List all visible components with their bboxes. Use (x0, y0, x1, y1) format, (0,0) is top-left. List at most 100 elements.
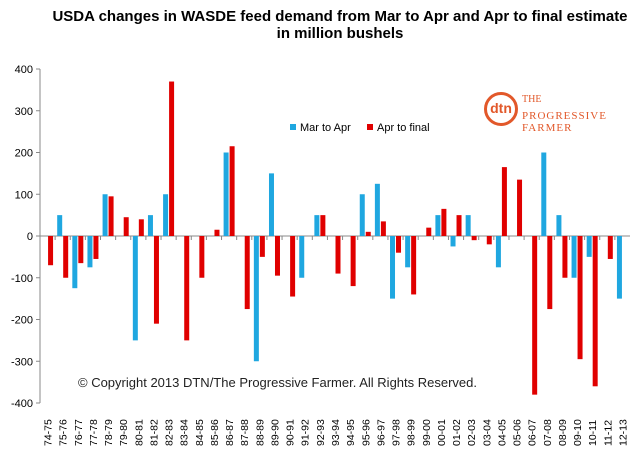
x-tick-label: 97-98 (391, 419, 403, 446)
bar-apr-to-final (63, 236, 69, 278)
x-tick-label: 96-97 (375, 419, 387, 446)
bar-mar-to-apr (390, 236, 396, 299)
x-tick-label: 94-95 (345, 419, 357, 446)
bar-mar-to-apr (556, 215, 562, 236)
bar-mar-to-apr (163, 194, 169, 236)
y-tick-label: 0 (27, 231, 33, 243)
x-tick-label: 09-10 (572, 419, 584, 446)
bar-apr-to-final (169, 81, 175, 237)
logo-text-farmer-word: FARMER (522, 122, 573, 134)
bar-apr-to-final (274, 236, 280, 276)
bar-apr-to-final (441, 208, 447, 236)
bar-mar-to-apr (450, 236, 456, 247)
x-tick-label: 74-75 (43, 419, 55, 446)
bar-mar-to-apr (223, 152, 229, 236)
chart-title: USDA changes in WASDE feed demand from M… (40, 8, 640, 42)
y-tick-label: 400 (15, 64, 33, 76)
bar-apr-to-final (184, 236, 190, 341)
copyright-notice: © Copyright 2013 DTN/The Progressive Far… (78, 375, 478, 390)
x-tick-label: 08-09 (557, 419, 569, 446)
bar-mar-to-apr (253, 236, 259, 362)
x-tick-label: 76-77 (73, 419, 85, 446)
bar-mar-to-apr (495, 236, 501, 268)
chart-title-line2: in million bushels (276, 25, 404, 42)
bar-apr-to-final (93, 236, 99, 259)
bar-mar-to-apr (299, 236, 305, 278)
x-tick-label: 85-86 (209, 419, 221, 446)
bar-apr-to-final (396, 236, 402, 253)
bar-mar-to-apr (359, 194, 365, 236)
logo-text-progressive-word: PROGRESSIVE (522, 110, 607, 122)
bar-mar-to-apr (87, 236, 93, 268)
bar-apr-to-final (577, 236, 583, 360)
bar-apr-to-final (532, 236, 538, 395)
bar-mar-to-apr (374, 183, 380, 236)
bar-apr-to-final (48, 236, 54, 266)
bar-mar-to-apr (314, 215, 320, 236)
bar-apr-to-final (380, 221, 386, 236)
bar-mar-to-apr (57, 215, 63, 236)
bar-mar-to-apr (465, 215, 471, 236)
x-tick-label: 12-13 (617, 419, 629, 446)
bar-mar-to-apr (616, 236, 622, 299)
y-tick-label: -300 (11, 356, 33, 368)
x-tick-label: 88-89 (254, 419, 266, 446)
x-tick-label: 82-83 (164, 419, 176, 446)
bar-apr-to-final (350, 236, 356, 287)
y-tick-label: 300 (15, 106, 33, 118)
bar-apr-to-final (411, 236, 417, 295)
y-tick-label: 100 (15, 189, 33, 201)
bar-apr-to-final (214, 229, 220, 236)
bar-apr-to-final (123, 217, 129, 236)
bar-apr-to-final (471, 236, 477, 241)
x-tick-label: 03-04 (481, 419, 493, 446)
bar-apr-to-final (501, 167, 507, 236)
x-tick-label: 77-78 (88, 419, 100, 446)
bar-apr-to-final (229, 146, 235, 236)
y-tick-label: -200 (11, 315, 33, 327)
bar-apr-to-final (486, 236, 492, 245)
bar-apr-to-final (335, 236, 341, 274)
bar-mar-to-apr (102, 194, 108, 236)
x-tick-label: 02-03 (466, 419, 478, 446)
x-tick-label: 05-06 (512, 419, 524, 446)
progressive-farmer-logo: dtn THE PROGRESSIVE FARMER (482, 90, 622, 134)
bar-apr-to-final (244, 236, 250, 310)
bar-apr-to-final (199, 236, 205, 278)
x-tick-label: 90-91 (285, 419, 297, 446)
bar-mar-to-apr (72, 236, 78, 289)
bar-apr-to-final (517, 179, 523, 236)
x-tick-label: 93-94 (330, 419, 342, 446)
x-tick-label: 95-96 (360, 419, 372, 446)
bar-mar-to-apr (405, 236, 411, 268)
x-tick-label: 89-90 (269, 419, 281, 446)
bar-apr-to-final (153, 236, 159, 324)
x-tick-label: 79-80 (118, 419, 130, 446)
bar-apr-to-final (456, 215, 462, 236)
bar-apr-to-final (562, 236, 568, 278)
bar-apr-to-final (365, 231, 371, 236)
y-tick-label: -100 (11, 273, 33, 285)
x-tick-label: 80-81 (133, 419, 145, 446)
bar-mar-to-apr (147, 215, 153, 236)
bar-apr-to-final (592, 236, 598, 387)
legend-label: Apr to final (377, 122, 430, 134)
x-tick-label: 81-82 (148, 419, 160, 446)
x-tick-label: 78-79 (103, 419, 115, 446)
x-tick-label: 99-00 (421, 419, 433, 446)
bar-apr-to-final (426, 227, 432, 236)
x-tick-label: 75-76 (58, 419, 70, 446)
x-tick-label: 06-07 (527, 419, 539, 446)
x-tick-label: 92-93 (315, 419, 327, 446)
x-tick-label: 10-11 (587, 420, 599, 446)
bar-mar-to-apr (132, 236, 138, 341)
x-tick-label: 98-99 (406, 419, 418, 446)
bar-apr-to-final (259, 236, 265, 257)
y-tick-label: -400 (11, 398, 33, 410)
bar-apr-to-final (320, 215, 326, 236)
bar-apr-to-final (290, 236, 296, 297)
x-tick-label: 11-12 (602, 420, 614, 446)
bar-apr-to-final (108, 196, 114, 236)
dtn-logo-icon: dtn (484, 92, 518, 126)
